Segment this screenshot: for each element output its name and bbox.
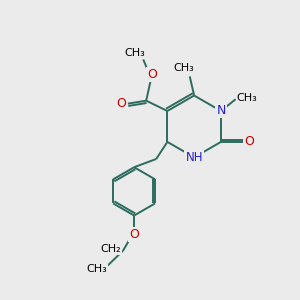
Text: CH₃: CH₃ [86,263,107,274]
Text: CH₃: CH₃ [236,93,257,103]
Text: O: O [129,228,139,241]
Text: O: O [116,97,126,110]
Text: NH: NH [185,151,203,164]
Text: CH₂: CH₂ [100,244,121,254]
Text: CH₃: CH₃ [173,63,194,73]
Text: O: O [244,135,254,148]
Text: O: O [147,68,157,81]
Text: N: N [216,104,226,118]
Text: CH₃: CH₃ [124,48,146,58]
